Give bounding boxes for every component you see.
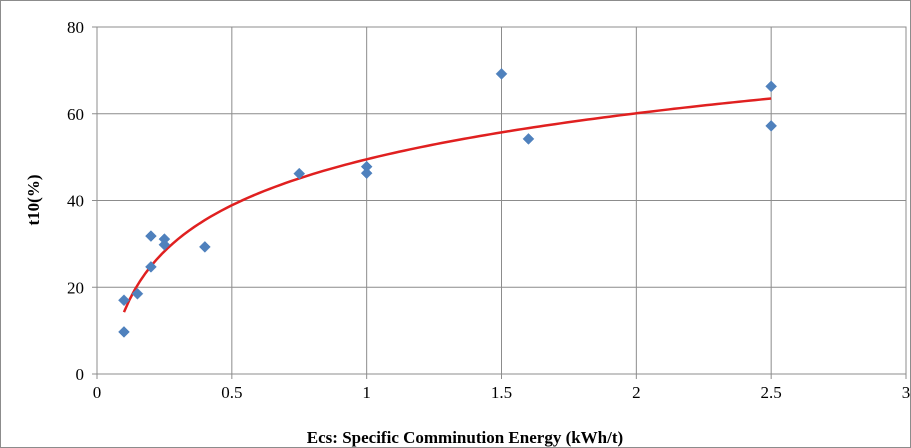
data-point <box>131 287 144 300</box>
x-tick-label: 1.5 <box>491 383 512 402</box>
data-point <box>495 67 508 80</box>
data-point <box>765 120 778 132</box>
y-tick-label: 60 <box>67 105 84 124</box>
x-tick-label: 2 <box>632 383 641 402</box>
data-point <box>360 167 373 180</box>
data-point <box>293 167 306 180</box>
trendline-layer <box>122 97 772 313</box>
data-point <box>522 133 535 145</box>
y-tick-label: 0 <box>76 365 85 384</box>
x-tick-label: 0 <box>93 383 102 402</box>
data-point <box>145 230 157 242</box>
x-tick-label: 0.5 <box>221 383 242 402</box>
data-point <box>145 261 157 273</box>
x-tick-label: 1 <box>362 383 371 402</box>
log-trendline <box>122 97 772 313</box>
x-tick-label: 3 <box>902 383 910 402</box>
x-tick-labels: 0 0.5 1 1.5 2 2.5 3 <box>93 383 910 402</box>
data-point <box>158 238 171 251</box>
x-axis-title: Ecs: Specific Comminution Energy (kWh/t) <box>307 428 623 447</box>
data-point <box>199 241 211 253</box>
x-tick-label: 2.5 <box>761 383 782 402</box>
y-tick-labels: 0 20 40 60 80 <box>67 18 84 384</box>
data-point <box>118 326 130 338</box>
data-point <box>765 80 778 93</box>
y-axis-title: t10(%) <box>24 175 43 226</box>
data-points <box>118 67 778 338</box>
y-tick-label: 80 <box>67 18 84 37</box>
y-tick-label: 40 <box>67 192 84 211</box>
data-point <box>118 294 130 307</box>
y-tick-label: 20 <box>67 278 84 297</box>
axes <box>92 26 907 379</box>
